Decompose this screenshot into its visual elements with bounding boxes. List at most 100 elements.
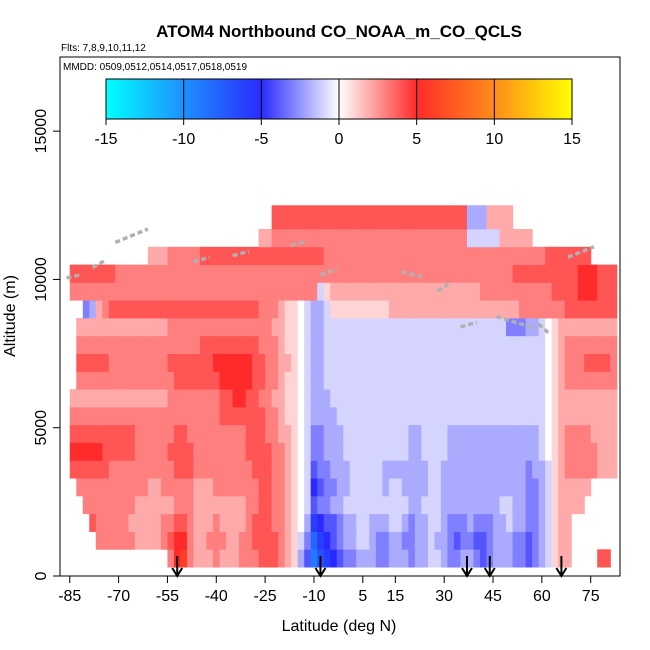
heatmap-cell [558, 371, 566, 390]
heatmap-cell [245, 513, 253, 532]
heatmap-cell [486, 300, 494, 319]
heatmap-cell [349, 513, 357, 532]
heatmap-cell [232, 389, 240, 408]
heatmap-cell [525, 264, 533, 283]
heatmap-cell [440, 317, 449, 337]
heatmap-cell [226, 389, 234, 408]
heatmap-cell [460, 531, 468, 550]
heatmap-cell [134, 406, 142, 426]
heatmap-cell [427, 300, 436, 319]
heatmap-cell [297, 495, 305, 515]
heatmap-cell [564, 495, 572, 515]
heatmap-cell [278, 424, 286, 443]
heatmap-cell [480, 335, 488, 354]
heatmap-cell [82, 460, 90, 479]
heatmap-cell [102, 478, 110, 497]
heatmap-cell [200, 264, 208, 283]
heatmap-cell [375, 406, 383, 426]
heatmap-cell [180, 549, 188, 568]
heatmap-cell [349, 371, 357, 390]
heatmap-cell [486, 282, 494, 301]
heatmap-cell [506, 371, 514, 390]
heatmap-cell [278, 495, 286, 515]
heatmap-cell [167, 353, 175, 372]
heatmap-cell [480, 264, 488, 283]
heatmap-cell [95, 371, 103, 390]
heatmap-cell [519, 495, 527, 515]
heatmap-cell [577, 282, 585, 301]
heatmap-cell [486, 371, 494, 390]
heatmap-cell [115, 264, 123, 283]
heatmap-cell [499, 495, 507, 515]
heatmap-cell [408, 300, 416, 319]
heatmap-cell [343, 406, 351, 426]
heatmap-cell [532, 424, 540, 443]
heatmap-cell [310, 264, 318, 283]
heatmap-cell [480, 246, 488, 265]
heatmap-cell [532, 495, 540, 515]
chart-title: ATOM4 Northbound CO_NOAA_m_CO_QCLS [156, 22, 522, 41]
heatmap-cell [369, 371, 377, 390]
heatmap-cell [453, 335, 462, 354]
heatmap-cell [414, 205, 422, 230]
heatmap-cell [499, 442, 507, 461]
heatmap-cell [134, 442, 142, 461]
heatmap-cell [76, 478, 84, 497]
heatmap-cell [584, 442, 592, 461]
heatmap-cell [375, 442, 383, 461]
heatmap-cell [128, 513, 136, 532]
heatmap-cell [564, 264, 572, 283]
heatmap-cell [356, 335, 364, 354]
heatmap-cell [480, 495, 488, 515]
heatmap-cell [421, 335, 429, 354]
heatmap-cell [330, 300, 338, 319]
heatmap-cell [414, 317, 422, 337]
heatmap-cell [310, 246, 318, 265]
heatmap-cell [213, 406, 221, 426]
heatmap-cell [284, 478, 292, 497]
heatmap-cell [160, 478, 169, 497]
heatmap-cell [258, 229, 266, 248]
heatmap-cell [102, 282, 110, 301]
heatmap-cell [336, 264, 344, 283]
heatmap-cell [186, 478, 195, 497]
heatmap-cell [310, 406, 318, 426]
heatmap-cell [584, 264, 592, 283]
heatmap-cell [108, 495, 116, 515]
heatmap-cell [408, 353, 416, 372]
heatmap-cell [213, 246, 221, 265]
heatmap-cell [440, 478, 449, 497]
heatmap-cell [200, 442, 208, 461]
heatmap-cell [76, 460, 84, 479]
heatmap-cell [493, 353, 501, 372]
heatmap-cell [506, 549, 514, 568]
heatmap-cell [297, 317, 305, 337]
heatmap-cell [466, 442, 475, 461]
heatmap-cell [271, 205, 279, 230]
heatmap-cell [551, 282, 559, 301]
heatmap-cell [323, 460, 331, 479]
heatmap-cell [252, 531, 260, 550]
heatmap-cell [545, 513, 553, 532]
heatmap-cell [284, 282, 292, 301]
heatmap-cell [395, 442, 403, 461]
heatmap-cell [258, 406, 266, 426]
heatmap-cell [571, 389, 579, 408]
heatmap-cell [102, 495, 110, 515]
heatmap-cell [102, 335, 110, 354]
heatmap-cell [304, 300, 312, 319]
heatmap-cell [349, 389, 357, 408]
heatmap-cell [206, 282, 214, 301]
heatmap-cell [265, 513, 273, 532]
heatmap-cell [493, 424, 501, 443]
heatmap-cell [369, 513, 377, 532]
heatmap-cell [499, 513, 507, 532]
heatmap-cell [271, 300, 279, 319]
heatmap-cell [284, 205, 292, 230]
x-axis: -85 -70 -55 -40 -25 -10 5 15 30 45 60 75 [58, 576, 600, 605]
heatmap-cell [525, 478, 533, 497]
heatmap-cell [330, 478, 338, 497]
heatmap-cell [610, 424, 618, 443]
heatmap-cell [284, 300, 292, 319]
